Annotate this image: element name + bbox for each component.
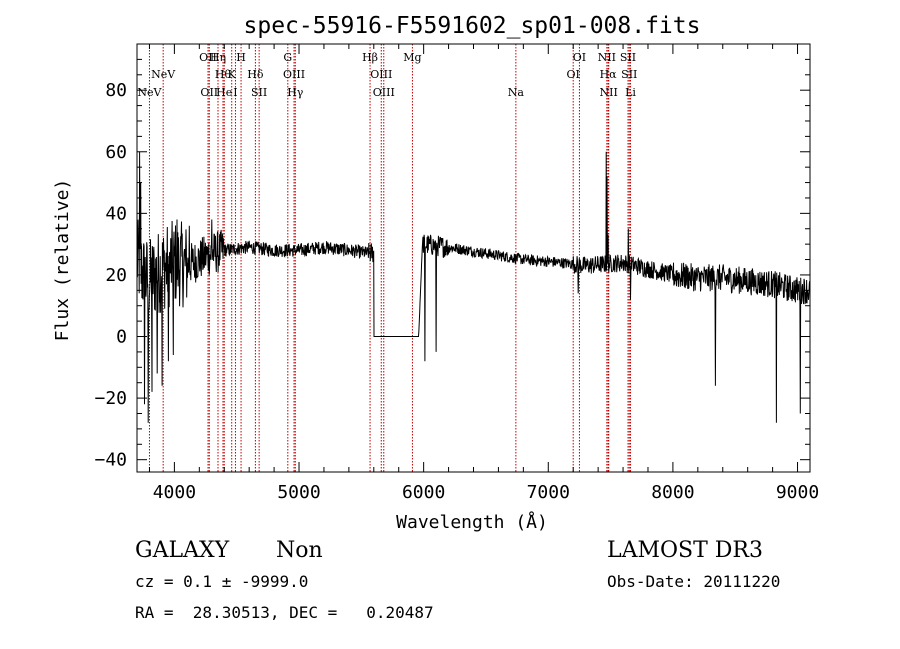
line-marker-label: K <box>228 68 237 81</box>
line-marker-label: NeV <box>137 86 162 99</box>
line-marker-label: SII <box>621 68 637 81</box>
plot-frame <box>136 43 811 473</box>
line-marker-label: Hβ <box>362 51 378 64</box>
x-tick-label: 6000 <box>402 482 445 503</box>
line-marker-label: I <box>233 86 237 99</box>
survey-name: LAMOST DR3 <box>607 538 763 563</box>
y-axis: −40 −20 0 20 40 60 80 <box>94 58 810 471</box>
line-marker-label: G <box>283 51 292 64</box>
line-marker-label: NII <box>600 86 618 99</box>
obs-date: Obs-Date: 20111220 <box>607 572 781 591</box>
x-tick-label: 4000 <box>153 482 196 503</box>
x-axis: 4000 5000 6000 7000 8000 9000 <box>148 44 819 503</box>
line-marker-label: Mg <box>403 51 421 64</box>
object-class: GALAXY <box>135 538 230 563</box>
emission-line-markers <box>148 44 632 472</box>
line-marker-label: OII <box>199 51 217 64</box>
line-marker-label: Hδ <box>247 68 264 81</box>
line-marker-label: Li <box>625 86 636 99</box>
line-marker-label: Hη <box>210 51 226 64</box>
line-marker-label: Hθ <box>215 68 232 81</box>
line-marker-label: OIII <box>373 86 395 99</box>
line-marker-label: OI <box>573 51 586 64</box>
y-tick-label: 20 <box>105 265 127 286</box>
x-tick-label: 7000 <box>527 482 570 503</box>
line-marker-label: OII <box>200 86 218 99</box>
y-tick-label: 40 <box>105 203 127 224</box>
line-marker-label: Hα <box>600 68 618 81</box>
y-tick-label: −20 <box>94 388 127 409</box>
x-axis-label: Wavelength (Å) <box>396 511 548 533</box>
y-tick-label: 60 <box>105 142 127 163</box>
y-tick-label: 0 <box>116 327 127 348</box>
x-tick-label: 5000 <box>277 482 320 503</box>
x-tick-label: 9000 <box>776 482 819 503</box>
line-marker-label: He <box>216 86 232 99</box>
line-marker-label: OIII <box>370 68 392 81</box>
x-tick-label: 8000 <box>651 482 694 503</box>
line-marker-label: Hγ <box>287 86 304 99</box>
chart-title: spec-55916-F5591602_sp01-008.fits <box>244 13 701 39</box>
spectrum-line <box>136 151 811 423</box>
line-marker-label: Na <box>508 86 525 99</box>
line-marker-label: OI <box>567 68 580 81</box>
y-tick-label: 80 <box>105 80 127 101</box>
line-marker-label: SII <box>620 51 636 64</box>
y-tick-label: −40 <box>94 450 127 471</box>
line-marker-label: H <box>236 51 246 64</box>
line-marker-label: SII <box>251 86 267 99</box>
line-marker-label: OIII <box>283 68 305 81</box>
ra-dec: RA = 28.30513, DEC = 0.20487 <box>135 603 434 622</box>
emission-line-labels: NeVNeVOIIOIIHηHθHeKIHHδSIIGOIIIHγHβOIIIO… <box>137 51 637 99</box>
line-marker-label: NeV <box>151 68 176 81</box>
redshift-cz: cz = 0.1 ± -9999.0 <box>135 572 309 591</box>
line-marker-label: NII <box>598 51 616 64</box>
object-subclass: Non <box>276 538 323 563</box>
y-axis-label: Flux (relative) <box>52 179 73 342</box>
